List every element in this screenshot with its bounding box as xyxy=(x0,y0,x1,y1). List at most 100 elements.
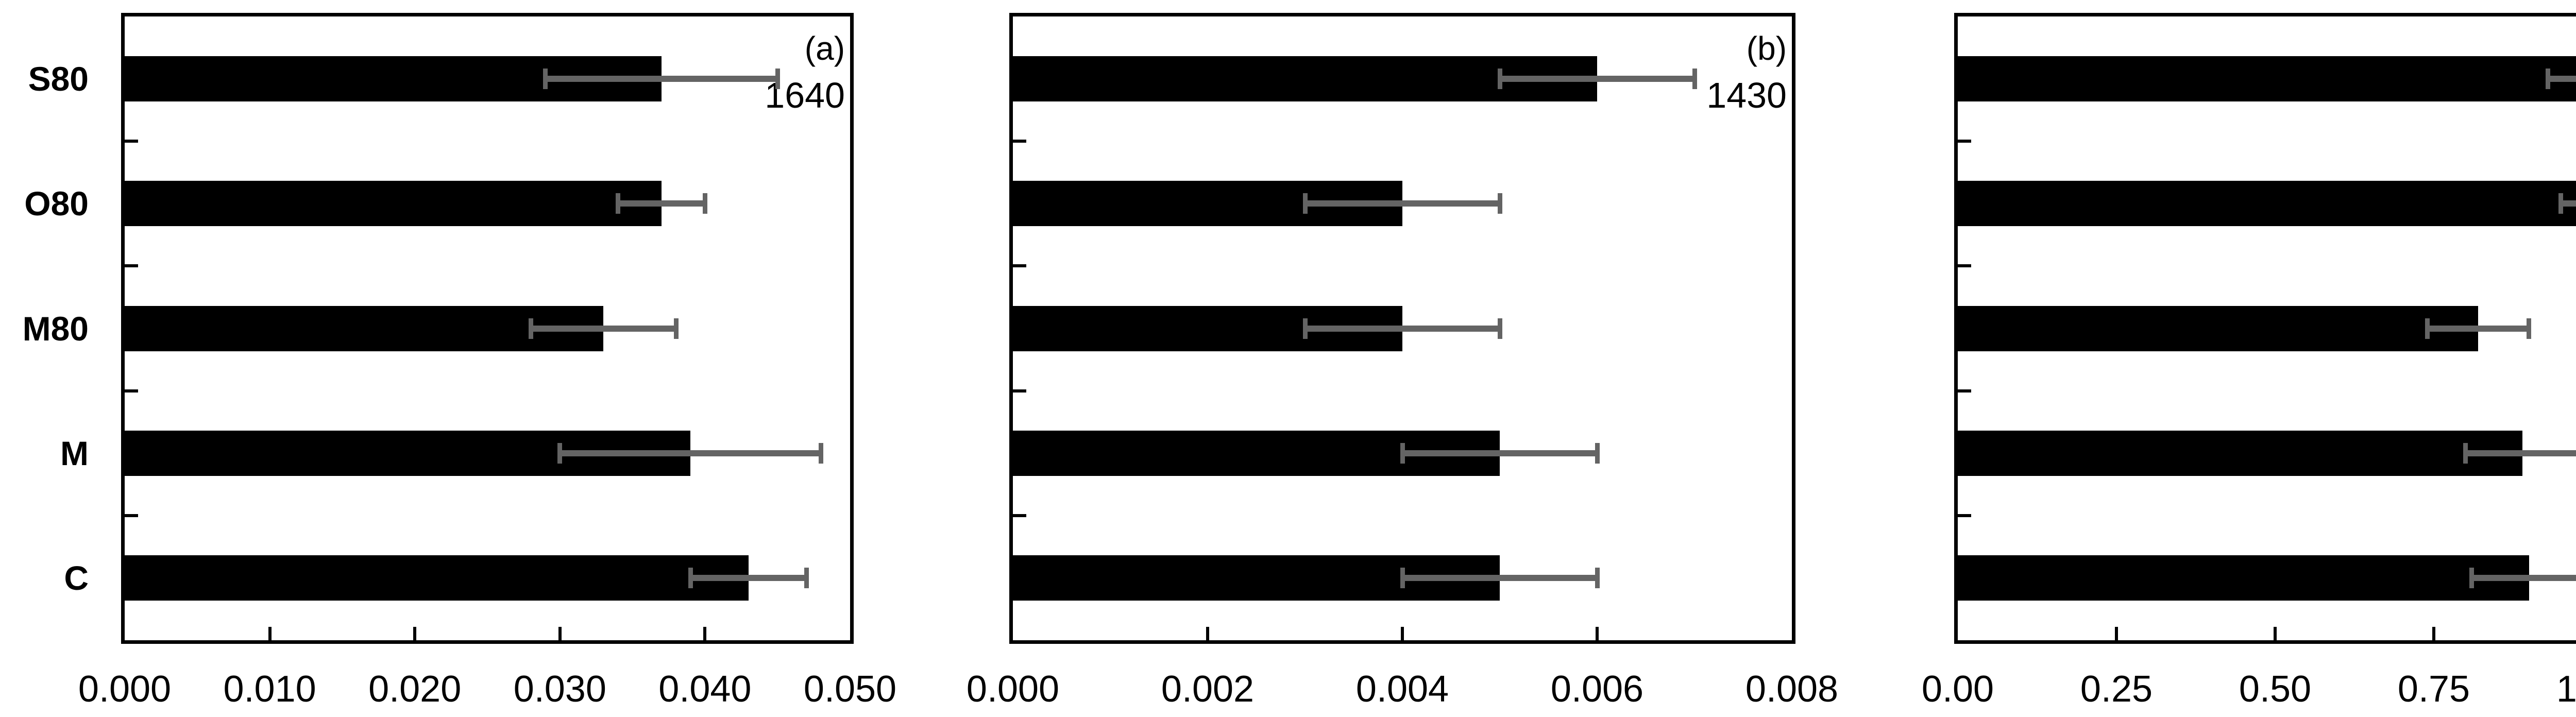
error-bar-C xyxy=(1402,574,1597,581)
y-axis-tick xyxy=(125,514,138,517)
error-cap-low-C xyxy=(2469,567,2475,588)
error-cap-low-M xyxy=(1400,442,1405,464)
error-bar-S80 xyxy=(545,76,778,82)
error-cap-high-C xyxy=(1595,567,1600,588)
error-bar-M xyxy=(2465,450,2576,456)
error-cap-high-M80 xyxy=(673,318,679,339)
error-cap-high-M xyxy=(1595,442,1600,464)
x-axis-tick xyxy=(413,627,417,640)
plot-area-b: (b) 1430 xyxy=(1009,13,1795,644)
error-cap-high-M80 xyxy=(1497,318,1502,339)
x-tick-label: 0.006 xyxy=(1550,669,1644,710)
x-axis-tick xyxy=(1206,627,1209,640)
error-cap-low-C xyxy=(688,567,693,588)
error-bar-S80 xyxy=(2548,76,2576,82)
x-tick-label: 0.004 xyxy=(1355,669,1449,710)
x-tick-label: 0.010 xyxy=(223,669,316,710)
error-cap-high-O80 xyxy=(1497,193,1502,214)
error-cap-low-S80 xyxy=(1497,69,1502,90)
y-axis-tick xyxy=(1958,140,1971,143)
x-axis-tick xyxy=(2274,627,2277,640)
x-axis-tick xyxy=(1596,627,1599,640)
x-axis-tick xyxy=(2432,627,2435,640)
x-tick-label: 0.75 xyxy=(2397,669,2470,710)
y-axis-tick xyxy=(125,140,138,143)
error-cap-low-M80 xyxy=(2425,318,2430,339)
panel-letter-b: (b) xyxy=(1746,30,1787,67)
x-axis-tick xyxy=(2115,627,2118,640)
x-tick-label: 0.050 xyxy=(803,669,897,710)
x-tick-label: 0.000 xyxy=(78,669,172,710)
x-tick-label: 0.002 xyxy=(1161,669,1255,710)
x-tick-label: 0.008 xyxy=(1745,669,1839,710)
wavenumber-annotation-b: 1430 xyxy=(1706,75,1787,115)
bar-O80 xyxy=(1958,181,2576,227)
bar-C xyxy=(125,555,749,601)
panel-letter-a: (a) xyxy=(804,30,845,67)
bar-S80 xyxy=(1958,56,2576,102)
category-label-M: M xyxy=(60,434,89,472)
x-tick-label: 0.040 xyxy=(658,669,752,710)
bar-M80 xyxy=(125,305,604,351)
category-label-O80: O80 xyxy=(24,184,89,223)
error-bar-O80 xyxy=(1305,200,1500,207)
x-tick-label: 1.00 xyxy=(2556,669,2576,710)
error-bar-O80 xyxy=(618,200,705,207)
error-cap-high-S80 xyxy=(775,69,780,90)
error-cap-low-M xyxy=(557,442,563,464)
bar-O80 xyxy=(125,181,662,227)
y-axis-tick xyxy=(125,389,138,392)
x-tick-label: 0.50 xyxy=(2239,669,2312,710)
y-axis-tick xyxy=(1013,514,1026,517)
error-bar-O80 xyxy=(2561,200,2576,207)
error-bar-M80 xyxy=(1305,325,1500,332)
x-axis-tick xyxy=(1401,627,1404,640)
error-cap-high-O80 xyxy=(702,193,707,214)
y-axis-tick xyxy=(1013,389,1026,392)
y-axis-tick xyxy=(1958,514,1971,517)
error-cap-low-M80 xyxy=(528,318,533,339)
plot-area-c: (c) 1000 xyxy=(1954,13,2576,644)
bar-C xyxy=(1958,555,2529,601)
error-cap-low-O80 xyxy=(615,193,620,214)
x-tick-label: 0.020 xyxy=(368,669,462,710)
x-axis-tick xyxy=(268,627,272,640)
error-bar-M xyxy=(1402,450,1597,456)
error-cap-high-S80 xyxy=(1692,69,1697,90)
error-cap-low-M80 xyxy=(1302,318,1308,339)
error-cap-high-M80 xyxy=(2527,318,2532,339)
x-tick-label: 0.25 xyxy=(2080,669,2153,710)
error-cap-low-O80 xyxy=(1302,193,1308,214)
error-bar-C xyxy=(690,574,807,581)
category-label-C: C xyxy=(64,558,89,597)
plot-area-a: (a) 1640 xyxy=(121,13,854,644)
error-cap-low-S80 xyxy=(2546,69,2551,90)
y-axis-tick xyxy=(1958,389,1971,392)
error-bar-M80 xyxy=(2427,325,2529,332)
error-cap-low-S80 xyxy=(543,69,548,90)
error-bar-M80 xyxy=(531,325,676,332)
error-cap-high-M xyxy=(819,442,824,464)
error-bar-S80 xyxy=(1500,76,1694,82)
error-cap-high-C xyxy=(804,567,809,588)
y-axis-tick xyxy=(1013,140,1026,143)
bar-M80 xyxy=(1958,305,2479,351)
y-axis-tick xyxy=(1013,264,1026,268)
y-axis-tick xyxy=(125,264,138,268)
error-cap-low-C xyxy=(1400,567,1405,588)
x-axis-tick xyxy=(703,627,707,640)
category-label-M80: M80 xyxy=(22,309,89,348)
x-axis-tick xyxy=(558,627,562,640)
y-axis-tick xyxy=(1958,264,1971,268)
error-bar-C xyxy=(2471,574,2576,581)
error-bar-M xyxy=(560,450,821,456)
x-tick-label: 0.00 xyxy=(1921,669,1994,710)
error-cap-low-M xyxy=(2463,442,2468,464)
x-tick-label: 0.030 xyxy=(513,669,606,710)
bar-M xyxy=(1958,430,2523,476)
error-cap-low-O80 xyxy=(2558,193,2563,214)
